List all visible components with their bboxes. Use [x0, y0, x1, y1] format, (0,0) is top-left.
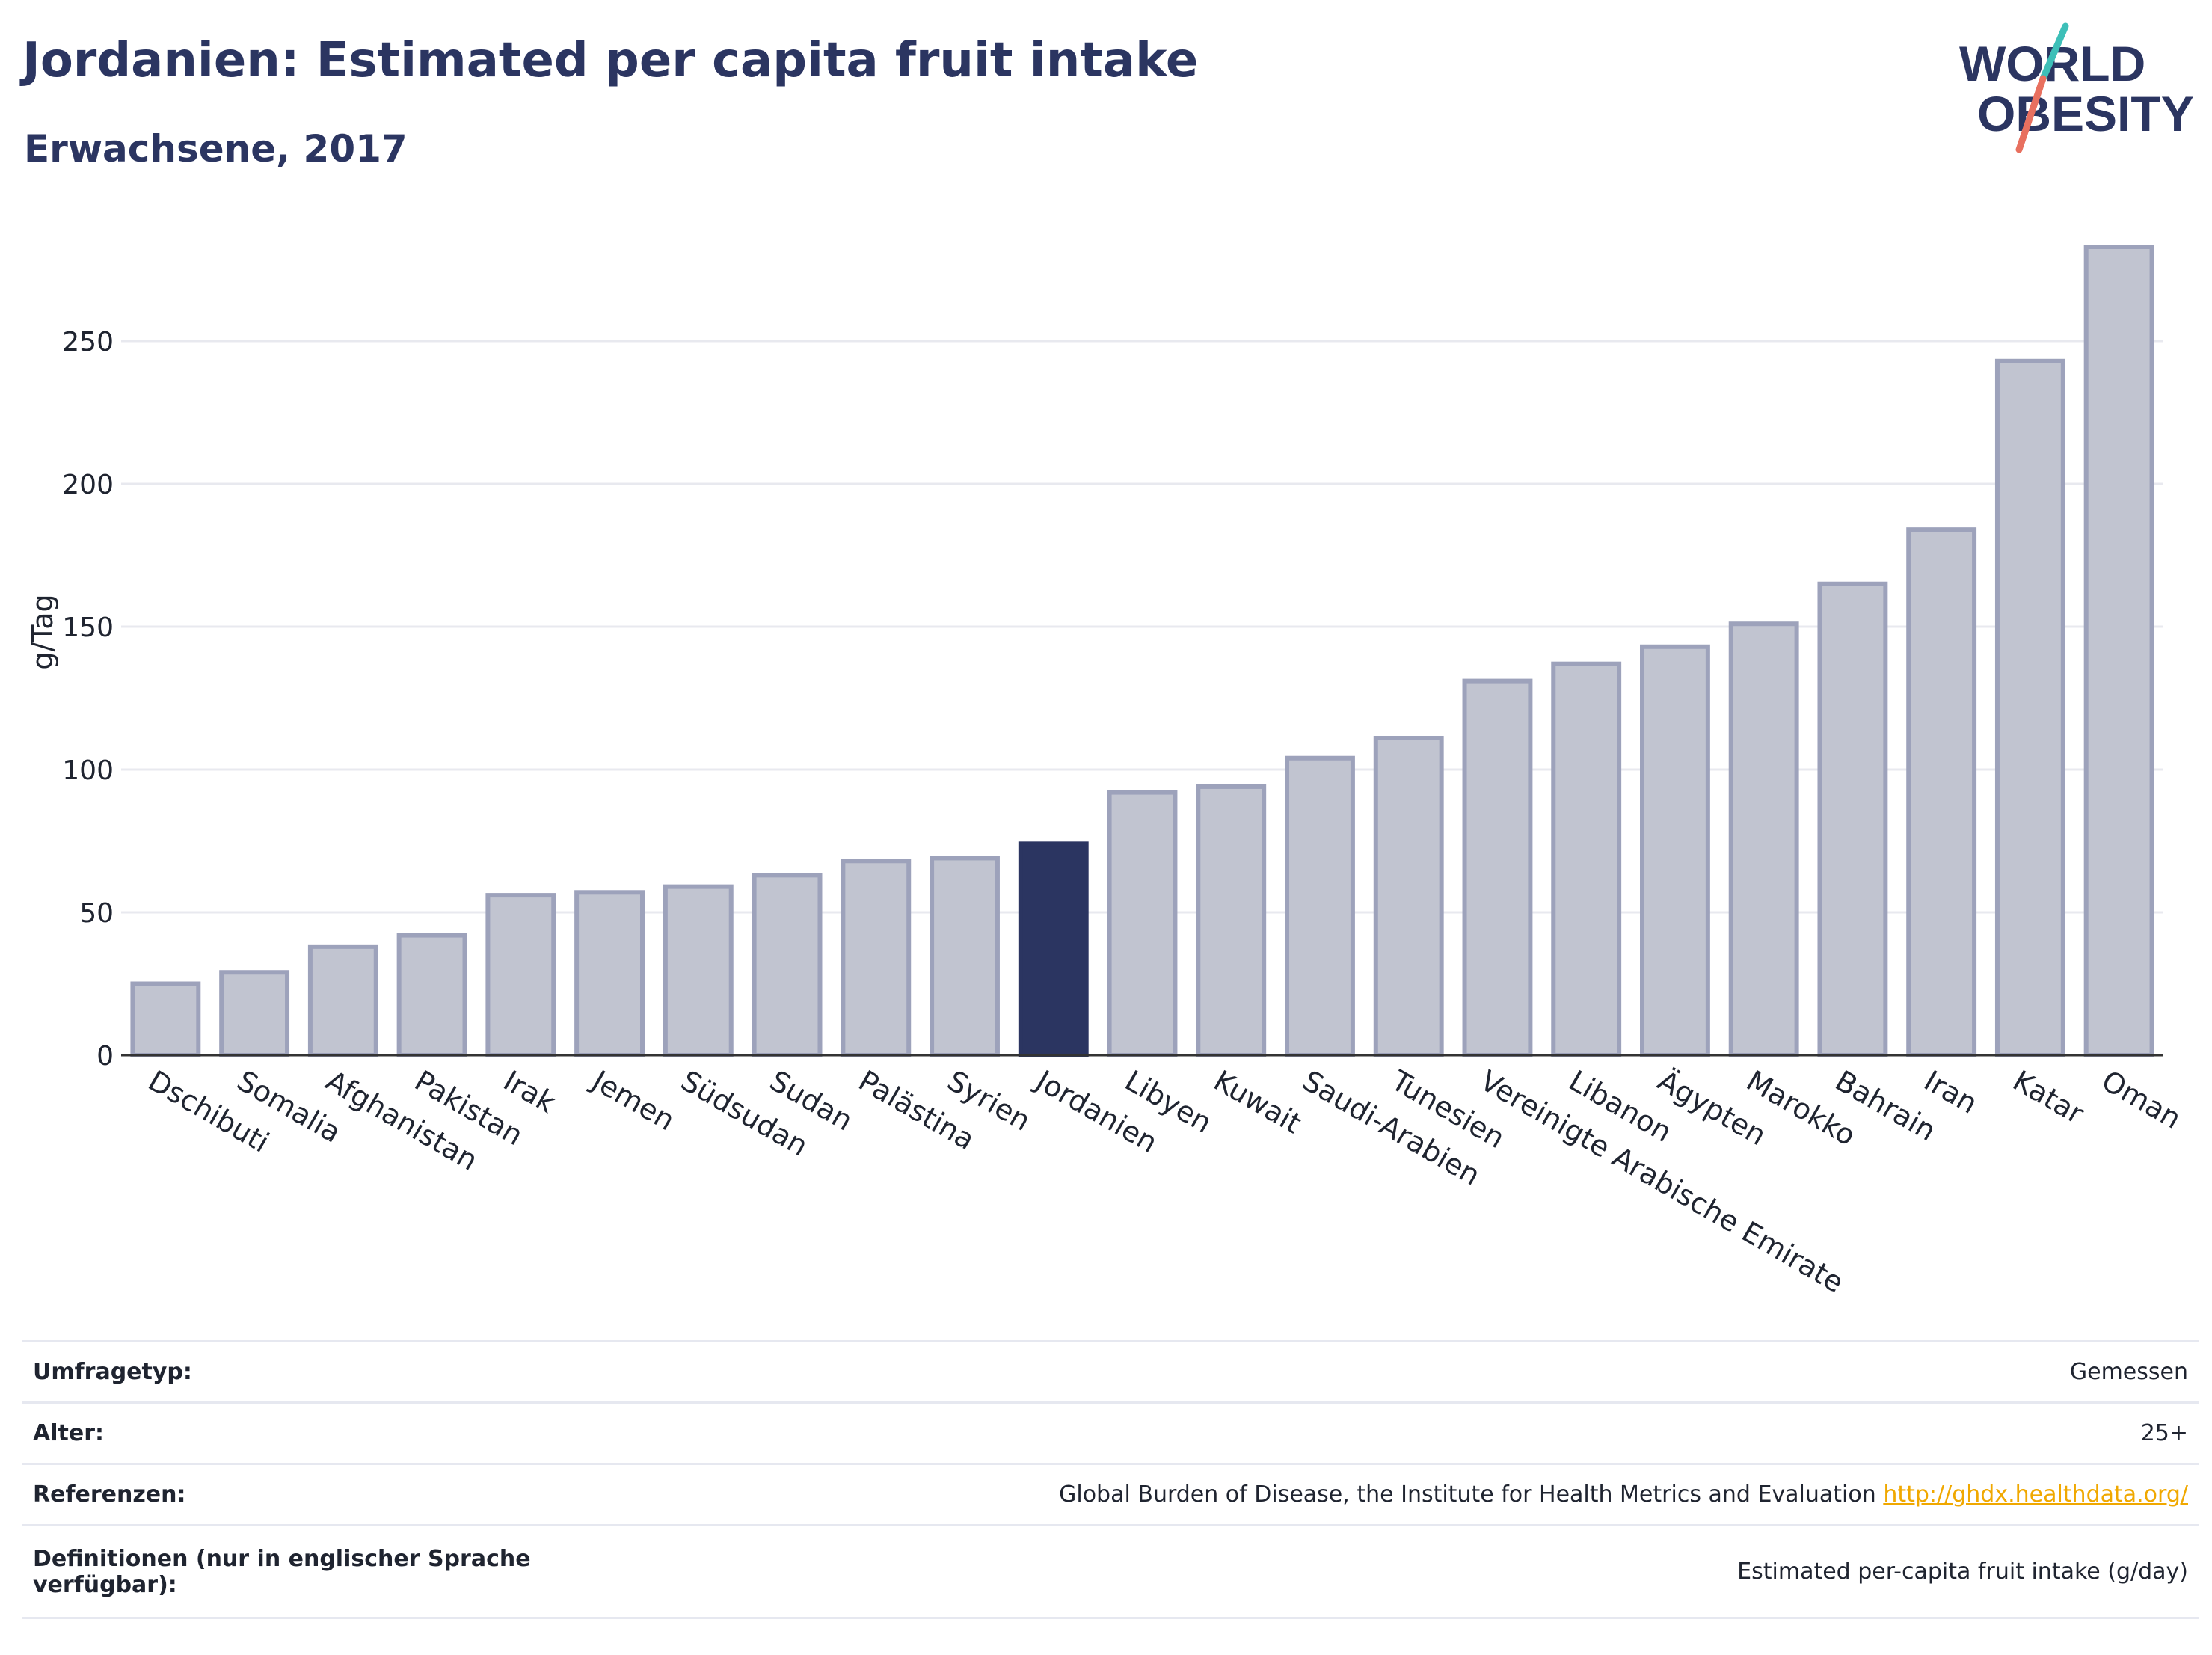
bar-jordanien[interactable] — [1018, 841, 1089, 1057]
y-tick-label: 250 — [62, 327, 114, 357]
logo-slash-teal — [2039, 22, 2069, 82]
bar-tunesien[interactable] — [1373, 736, 1444, 1057]
logo-slash-coral — [2015, 75, 2047, 153]
bar-chart: 0 50 100 150 200 250 DschibutiSomaliaAfghanis… — [26, 245, 2187, 1300]
info-table: Umfragetyp: Gemessen Alter: 25+ Referenzen: G… — [22, 1340, 2199, 1619]
x-tick-label: Jemen — [586, 1063, 681, 1137]
x-tick-label: Oman — [2096, 1064, 2187, 1135]
bar-saudi-arabien[interactable] — [1285, 755, 1355, 1058]
bar-irak[interactable] — [485, 893, 556, 1058]
bar-sudan[interactable] — [752, 873, 823, 1058]
y-tick-label: 100 — [62, 755, 114, 786]
bar-katar[interactable] — [1994, 358, 2065, 1058]
bars — [130, 245, 2154, 1058]
bar-jemen[interactable] — [574, 890, 645, 1058]
bar-palästina[interactable] — [841, 859, 912, 1057]
chart-title: Jordanien: Estimated per capita fruit in… — [22, 33, 1199, 88]
bar-libyen[interactable] — [1107, 790, 1178, 1057]
bar-somalia[interactable] — [219, 970, 290, 1058]
bar-ägypten[interactable] — [1640, 644, 1710, 1057]
x-tick-label: Katar — [2007, 1064, 2089, 1131]
info-row: Alter: 25+ — [22, 1401, 2199, 1464]
bar-dschibuti[interactable] — [130, 981, 201, 1057]
info-key: Umfragetyp: — [22, 1340, 567, 1403]
y-tick-label: 200 — [62, 470, 114, 500]
info-key: Alter: — [22, 1401, 567, 1464]
world-obesity-logo: WORLD OBESITY — [1959, 22, 2194, 153]
info-value: Gemessen — [567, 1340, 2199, 1403]
bar-oman[interactable] — [2083, 245, 2154, 1057]
bar-iran[interactable] — [1906, 527, 1977, 1057]
logo-text-obesity: OBESITY — [1977, 86, 2194, 141]
bar-afghanistan[interactable] — [307, 944, 378, 1057]
bar-syrien[interactable] — [930, 856, 1000, 1057]
bar-vereinigte-arabische-emirate[interactable] — [1462, 678, 1533, 1057]
bar-bahrain[interactable] — [1817, 581, 1888, 1057]
bar-südsudan[interactable] — [663, 884, 734, 1058]
bar-kuwait[interactable] — [1196, 784, 1267, 1057]
info-key: Definitionen (nur in englischer Sprache … — [22, 1524, 567, 1619]
y-axis-ticks: 0 50 100 150 200 250 — [62, 327, 114, 1072]
chart-subtitle: Erwachsene, 2017 — [24, 127, 408, 171]
bar-marokko[interactable] — [1728, 621, 1799, 1057]
y-tick-label: 50 — [79, 898, 114, 929]
info-row: Umfragetyp: Gemessen — [22, 1340, 2199, 1403]
y-tick-label: 0 — [96, 1041, 114, 1072]
info-row: Definitionen (nur in englischer Sprache … — [22, 1524, 2199, 1619]
reference-link[interactable]: http://ghdx.healthdata.org/ — [1883, 1481, 2188, 1508]
info-value: Estimated per-capita fruit intake (g/day… — [567, 1524, 2199, 1619]
info-value: 25+ — [567, 1401, 2199, 1464]
info-row: Referenzen: Global Burden of Disease, the… — [22, 1463, 2199, 1526]
y-axis-label: g/Tag — [26, 594, 59, 669]
info-value: Global Burden of Disease, the Institute … — [567, 1463, 2199, 1526]
info-key: Referenzen: — [22, 1463, 567, 1526]
x-tick-label: Kuwait — [1208, 1064, 1307, 1140]
bar-libanon[interactable] — [1551, 661, 1622, 1057]
bar-pakistan[interactable] — [396, 933, 467, 1057]
y-tick-label: 150 — [62, 612, 114, 643]
